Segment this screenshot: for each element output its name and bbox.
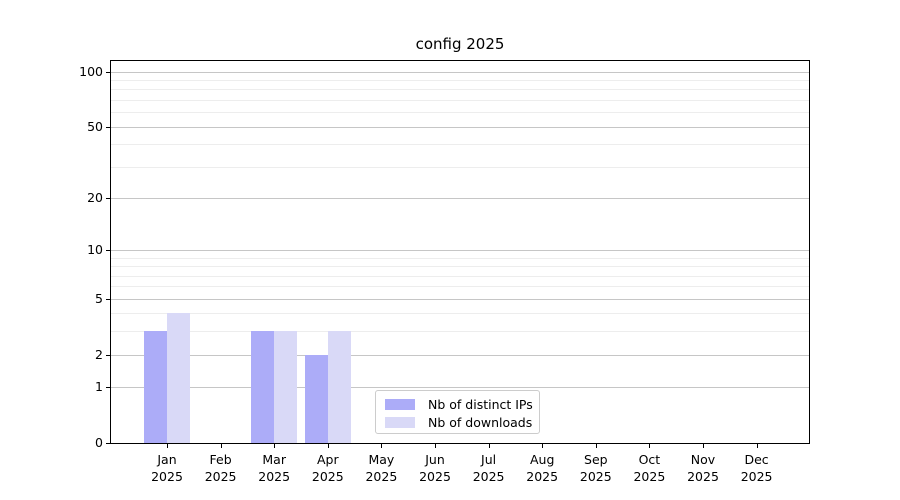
major-gridline (111, 71, 809, 73)
x-tick-year: 2025 (365, 469, 398, 484)
y-tick-mark (106, 443, 110, 444)
x-tick-mark (167, 444, 168, 448)
y-tick-label: 0 (95, 435, 103, 450)
x-tick-month: Aug (529, 452, 555, 467)
minor-gridline (111, 286, 809, 288)
x-tick-year: 2025 (311, 469, 344, 484)
x-tick-label: Apr 2025 (300, 451, 356, 485)
bar-distinct-ips-mar (251, 331, 275, 443)
x-tick-label: Jun 2025 (407, 451, 463, 485)
x-tick-year: 2025 (687, 469, 719, 484)
x-tick-year: 2025 (258, 469, 291, 484)
y-tick-label: 2 (95, 346, 103, 362)
major-gridline (111, 197, 809, 199)
y-tick-label: 10 (87, 242, 103, 257)
x-tick-label: Oct 2025 (621, 451, 677, 485)
minor-gridline (111, 79, 809, 81)
x-tick-mark (435, 444, 436, 448)
plot-area (110, 60, 810, 444)
y-tick-label: 20 (87, 189, 103, 205)
chart-title: config 2025 (415, 35, 505, 53)
major-gridline (111, 298, 809, 300)
x-tick-year: 2025 (740, 469, 773, 484)
x-tick-month: Nov (690, 452, 716, 467)
major-gridline (111, 250, 809, 251)
x-tick-month: Jun (425, 452, 445, 467)
x-tick-mark (381, 444, 383, 448)
bar-distinct-ips-apr (304, 354, 328, 443)
y-tick-mark (106, 250, 110, 251)
minor-gridline (111, 89, 809, 91)
minor-gridline (111, 313, 809, 315)
x-tick-month: Apr (316, 452, 339, 467)
minor-gridline (111, 144, 809, 145)
y-tick-mark (106, 197, 110, 199)
legend-swatch-distinct-ips (385, 398, 415, 410)
legend-label-distinct-ips: Nb of distinct IPs (428, 396, 533, 412)
x-tick-mark (220, 444, 222, 448)
legend-item-downloads: Nb of downloads (385, 413, 539, 431)
minor-gridline (111, 99, 809, 101)
minor-gridline (111, 166, 809, 168)
x-tick-label: Aug 2025 (514, 451, 570, 485)
bar-distinct-ips-jan (144, 331, 167, 443)
x-tick-year: 2025 (419, 469, 451, 484)
y-tick-mark (106, 387, 110, 389)
x-tick-month: Feb (209, 452, 232, 467)
y-tick-mark (106, 126, 110, 128)
x-tick-month: Oct (638, 452, 661, 467)
x-tick-month: Jul (481, 452, 497, 467)
x-tick-year: 2025 (526, 469, 559, 484)
x-tick-label: Jul 2025 (461, 451, 517, 485)
minor-gridline (111, 266, 809, 268)
x-tick-label: Jan 2025 (139, 451, 195, 485)
x-tick-year: 2025 (579, 469, 612, 484)
x-tick-label: Sep 2025 (568, 451, 624, 485)
x-tick-mark (649, 444, 651, 448)
legend-item-distinct-ips: Nb of distinct IPs (385, 395, 539, 413)
x-tick-mark (327, 444, 329, 448)
major-gridline (111, 387, 809, 389)
x-tick-mark (542, 444, 544, 448)
x-tick-month: Jan (157, 452, 177, 467)
x-tick-label: Dec 2025 (729, 451, 785, 485)
y-tick-label: 1 (95, 379, 103, 395)
y-tick-mark (106, 354, 110, 356)
minor-gridline (111, 275, 809, 277)
legend: Nb of distinct IPs Nb of downloads (375, 390, 540, 434)
x-tick-label: Nov 2025 (675, 451, 731, 485)
legend-label-downloads: Nb of downloads (428, 414, 533, 430)
x-tick-year: 2025 (633, 469, 666, 484)
x-tick-label: Feb 2025 (193, 451, 249, 485)
x-tick-year: 2025 (151, 469, 183, 484)
major-gridline (111, 354, 809, 356)
y-tick-label: 5 (95, 290, 103, 306)
x-tick-label: Mar 2025 (246, 451, 302, 485)
x-tick-mark (703, 444, 704, 448)
x-tick-month: Sep (584, 452, 608, 467)
x-tick-month: Dec (744, 452, 769, 467)
x-tick-label: May 2025 (353, 451, 409, 485)
x-tick-year: 2025 (472, 469, 505, 484)
y-tick-label: 100 (79, 63, 103, 79)
legend-swatch-downloads (385, 416, 415, 428)
x-tick-mark (756, 444, 758, 448)
x-tick-month: May (368, 452, 395, 467)
minor-gridline (111, 331, 809, 333)
y-tick-label: 50 (87, 118, 103, 134)
minor-gridline (111, 112, 809, 113)
bar-downloads-jan (167, 313, 190, 443)
x-tick-month: Mar (262, 452, 286, 467)
major-gridline (111, 126, 809, 128)
x-tick-mark (595, 444, 597, 448)
y-tick-mark (106, 298, 110, 300)
bar-downloads-apr (327, 331, 351, 443)
x-tick-mark (488, 444, 490, 448)
x-tick-year: 2025 (204, 469, 237, 484)
bar-downloads-mar (274, 331, 298, 443)
x-tick-mark (274, 444, 276, 448)
y-tick-mark (106, 71, 110, 73)
minor-gridline (111, 257, 809, 259)
